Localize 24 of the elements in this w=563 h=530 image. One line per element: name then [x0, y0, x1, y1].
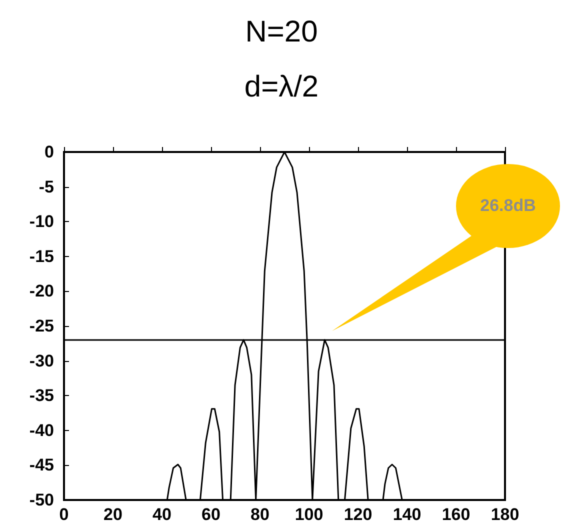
y-tick-label: -50 [29, 490, 54, 510]
x-tick-label: 40 [152, 505, 172, 524]
y-tick-label: -45 [29, 456, 54, 475]
y-tick-label: -25 [29, 316, 54, 336]
y-tick-label: -35 [29, 386, 54, 406]
x-tick-label: 120 [344, 505, 372, 524]
x-tick-label: 100 [294, 505, 324, 524]
annotation: 26.8dB [480, 196, 536, 216]
y-tick-label: -40 [29, 420, 54, 440]
x-tick-label: 80 [250, 505, 270, 524]
x-tick-label: 60 [202, 505, 220, 524]
y-tick-label: -10 [29, 212, 54, 232]
x-tick-label: 0 [59, 505, 69, 524]
chart-subtitle: d=λ/2 [244, 70, 319, 104]
y-tick-label: 0 [44, 142, 54, 162]
x-tick-label: 20 [104, 505, 122, 524]
y-tick-label: -30 [29, 351, 54, 370]
x-tick-label: 140 [392, 505, 422, 524]
y-tick-label: -5 [38, 177, 54, 196]
chart-title: N=20 [245, 16, 318, 48]
x-tick-label: 160 [442, 505, 470, 524]
x-tick-label: 180 [490, 505, 520, 524]
y-tick-label: -15 [29, 246, 54, 266]
y-tick-label: -20 [29, 282, 54, 301]
